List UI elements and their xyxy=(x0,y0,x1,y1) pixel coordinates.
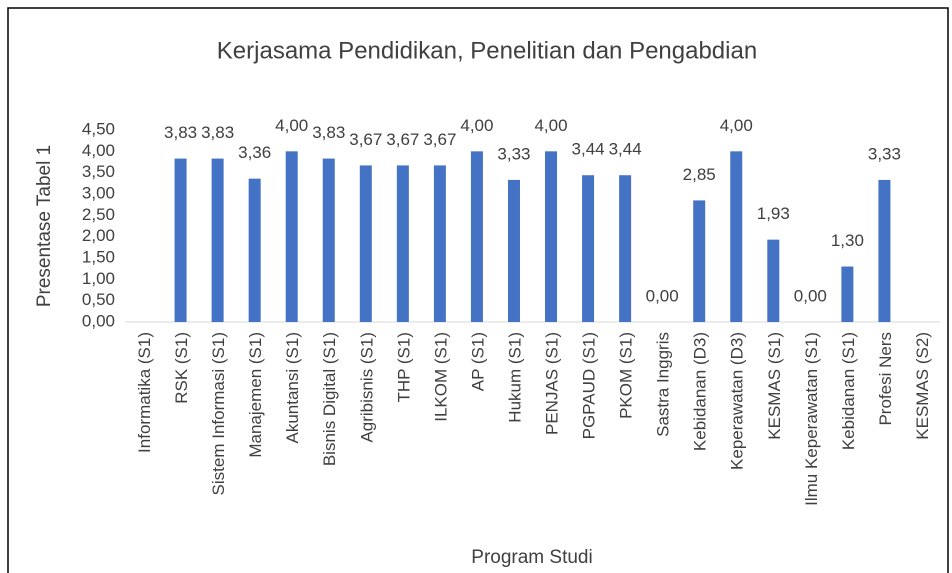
data-label: 3,33 xyxy=(497,144,530,163)
x-tick-label: PENJAS (S1) xyxy=(543,332,562,435)
bar xyxy=(767,239,780,322)
data-label: 0,00 xyxy=(794,286,827,305)
bar xyxy=(693,200,706,322)
x-tick-label: Kebidanan (S1) xyxy=(839,332,858,450)
data-label: 4,00 xyxy=(534,116,567,135)
x-tick-label: Agribisnis (S1) xyxy=(357,332,376,443)
bar xyxy=(507,179,520,322)
data-label: 4,00 xyxy=(275,116,308,135)
bar xyxy=(248,178,261,322)
data-label: 3,67 xyxy=(386,130,419,149)
x-tick-label: AP (S1) xyxy=(468,332,487,391)
bar xyxy=(470,151,483,322)
data-label: 3,83 xyxy=(201,123,234,142)
x-tick-label: ILKOM (S1) xyxy=(431,332,450,422)
bar xyxy=(841,266,854,322)
bar xyxy=(322,158,335,322)
y-tick-label: 2,50 xyxy=(82,205,115,224)
y-axis-title: Presentase Tabel 1 xyxy=(34,145,55,307)
x-tick-label: Kebidanan (D3) xyxy=(691,332,710,451)
x-tick-label: Sastra Inggris xyxy=(654,332,673,437)
bar xyxy=(359,165,372,322)
y-tick-label: 3,50 xyxy=(82,162,115,181)
bar xyxy=(545,151,558,322)
bar xyxy=(285,151,298,322)
x-tick-label: RSK (S1) xyxy=(172,332,191,404)
data-label: 3,67 xyxy=(423,130,456,149)
y-tick-label: 1,00 xyxy=(82,269,115,288)
data-label: 3,83 xyxy=(164,123,197,142)
data-label: 4,00 xyxy=(460,116,493,135)
data-label: 1,93 xyxy=(757,204,790,223)
bar xyxy=(582,175,595,322)
data-label: 2,85 xyxy=(683,165,716,184)
y-tick-label: 2,00 xyxy=(82,226,115,245)
data-label: 3,44 xyxy=(609,140,642,159)
y-tick-label: 1,50 xyxy=(82,247,115,266)
x-tick-label: Informatika (S1) xyxy=(135,332,154,453)
bar xyxy=(433,165,446,322)
bar xyxy=(619,175,632,322)
x-tick-label: Sistem Informasi (S1) xyxy=(209,332,228,495)
chart-title: Kerjasama Pendidikan, Penelitian dan Pen… xyxy=(217,37,757,64)
x-tick-label: Bisnis Digital (S1) xyxy=(320,332,339,466)
y-tick-label: 0,00 xyxy=(82,311,115,330)
x-tick-label: KESMAS (S2) xyxy=(913,332,932,440)
x-tick-label: THP (S1) xyxy=(394,332,413,403)
y-tick-label: 3,00 xyxy=(82,183,115,202)
x-tick-label: Profesi Ners xyxy=(876,332,895,426)
x-tick-label: Keperawatan (D3) xyxy=(728,332,747,470)
y-tick-label: 4,50 xyxy=(82,119,115,138)
bar xyxy=(211,158,224,322)
data-label: 1,30 xyxy=(831,231,864,250)
bar xyxy=(396,165,409,322)
y-tick-label: 0,50 xyxy=(82,290,115,309)
bar xyxy=(730,151,743,322)
x-tick-label: PGPAUD (S1) xyxy=(580,332,599,439)
data-label: 4,00 xyxy=(720,116,753,135)
x-axis-title: Program Studi xyxy=(471,547,592,568)
data-label: 3,36 xyxy=(238,143,271,162)
x-tick-label: Akuntansi (S1) xyxy=(283,332,302,444)
data-label: 3,83 xyxy=(312,123,345,142)
y-tick-label: 4,00 xyxy=(82,141,115,160)
bar xyxy=(174,158,187,322)
data-label: 3,33 xyxy=(868,144,901,163)
data-label: 0,00 xyxy=(646,286,679,305)
x-tick-label: Manajemen (S1) xyxy=(246,332,265,458)
bar xyxy=(878,179,891,322)
x-tick-label: Hukum (S1) xyxy=(505,332,524,423)
x-tick-label: Ilmu Keperawatan (S1) xyxy=(802,332,821,506)
x-tick-label: PKOM (S1) xyxy=(617,332,636,419)
x-tick-label: KESMAS (S1) xyxy=(765,332,784,440)
data-label: 3,67 xyxy=(349,130,382,149)
data-label: 3,44 xyxy=(572,140,605,159)
